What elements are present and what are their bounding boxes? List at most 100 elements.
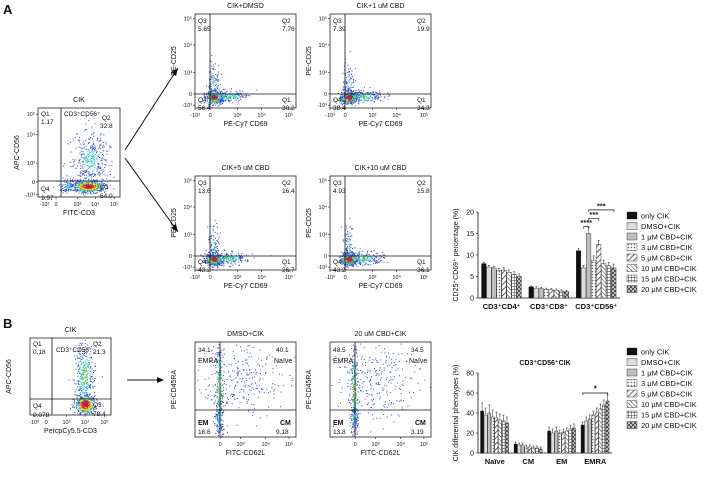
event-dot <box>210 261 212 263</box>
event-dot <box>384 254 385 256</box>
event-dot <box>354 95 356 97</box>
quadrant-label: Q1 <box>417 97 426 104</box>
event-dot <box>205 250 207 251</box>
event-dot <box>216 100 218 102</box>
event-dot <box>231 88 232 90</box>
event-dot <box>213 77 215 79</box>
event-dot <box>355 263 357 265</box>
event-dot <box>351 102 353 104</box>
event-dot <box>349 264 351 266</box>
event-dot <box>96 157 98 159</box>
event-dot <box>346 103 348 105</box>
event-dot <box>210 76 212 78</box>
event-dot <box>79 175 81 177</box>
event-dot <box>208 91 210 93</box>
event-dot <box>214 96 216 98</box>
event-dot <box>87 165 89 167</box>
event-dot <box>210 99 212 101</box>
event-dot <box>348 68 350 70</box>
event-dot <box>388 94 390 96</box>
event-dot <box>94 123 96 125</box>
event-dot <box>99 190 101 192</box>
event-dot <box>349 256 351 258</box>
event-dot <box>350 256 352 258</box>
event-dot <box>78 405 80 407</box>
event-dot <box>234 94 236 96</box>
event-dot <box>212 253 214 255</box>
event-dot <box>348 259 350 261</box>
event-dot <box>215 257 217 259</box>
event-dot <box>339 101 341 103</box>
event-dot <box>82 407 84 408</box>
event-dot <box>227 262 229 264</box>
quadrant-label: Q2 <box>102 115 111 122</box>
event-dot <box>216 250 217 252</box>
event-dot <box>235 99 237 101</box>
event-dot <box>215 252 217 254</box>
event-dot <box>88 149 89 150</box>
event-dot <box>85 185 87 187</box>
event-dot <box>216 258 218 259</box>
event-dot <box>90 191 92 193</box>
event-dot <box>214 92 216 94</box>
event-dot <box>88 120 90 122</box>
event-dot <box>210 263 212 265</box>
event-dot <box>235 97 237 99</box>
event-dot <box>357 266 359 268</box>
event-dot <box>350 256 352 258</box>
event-dot <box>211 264 213 266</box>
event-dot <box>343 96 345 98</box>
event-dot <box>238 264 240 266</box>
event-dot <box>346 247 348 249</box>
event-dot <box>373 94 375 95</box>
event-dot <box>373 263 375 265</box>
event-dot <box>87 172 89 174</box>
event-dot <box>217 253 219 255</box>
event-dot <box>95 186 97 187</box>
event-dot <box>80 155 82 157</box>
event-dot <box>83 177 85 179</box>
event-dot <box>351 260 353 262</box>
event-dot <box>344 257 345 259</box>
event-dot <box>78 175 80 177</box>
event-dot <box>215 95 217 97</box>
event-dot <box>92 179 94 181</box>
event-dot <box>346 94 348 95</box>
event-dot <box>79 401 81 403</box>
event-dot <box>100 190 101 192</box>
event-dot <box>79 158 81 160</box>
event-dot <box>238 95 240 96</box>
event-dot <box>350 235 352 237</box>
event-dot <box>93 395 95 397</box>
event-dot <box>235 90 237 92</box>
event-dot <box>91 396 93 397</box>
event-dot <box>90 155 92 157</box>
event-dot <box>214 260 216 262</box>
event-dot <box>217 240 219 242</box>
event-dot <box>355 97 357 99</box>
event-dot <box>229 96 230 98</box>
event-dot <box>84 166 86 168</box>
event-dot <box>356 96 358 98</box>
plot-frame <box>329 13 432 109</box>
event-dot <box>94 187 96 189</box>
event-dot <box>95 149 97 151</box>
event-dot <box>342 252 344 254</box>
event-dot <box>93 189 95 191</box>
event-dot <box>96 399 98 401</box>
event-dot <box>256 89 258 91</box>
event-dot <box>342 253 344 255</box>
event-dot <box>77 400 79 402</box>
event-dot <box>89 405 91 407</box>
event-dot <box>218 242 220 244</box>
event-dot <box>216 226 218 228</box>
event-dot <box>337 93 339 94</box>
event-dot <box>72 406 74 408</box>
event-dot <box>71 189 73 191</box>
event-dot <box>207 92 209 93</box>
event-dot <box>240 254 242 256</box>
event-dot <box>351 229 353 231</box>
event-dot <box>113 188 115 190</box>
event-dot <box>73 401 75 403</box>
event-dot <box>88 166 90 168</box>
